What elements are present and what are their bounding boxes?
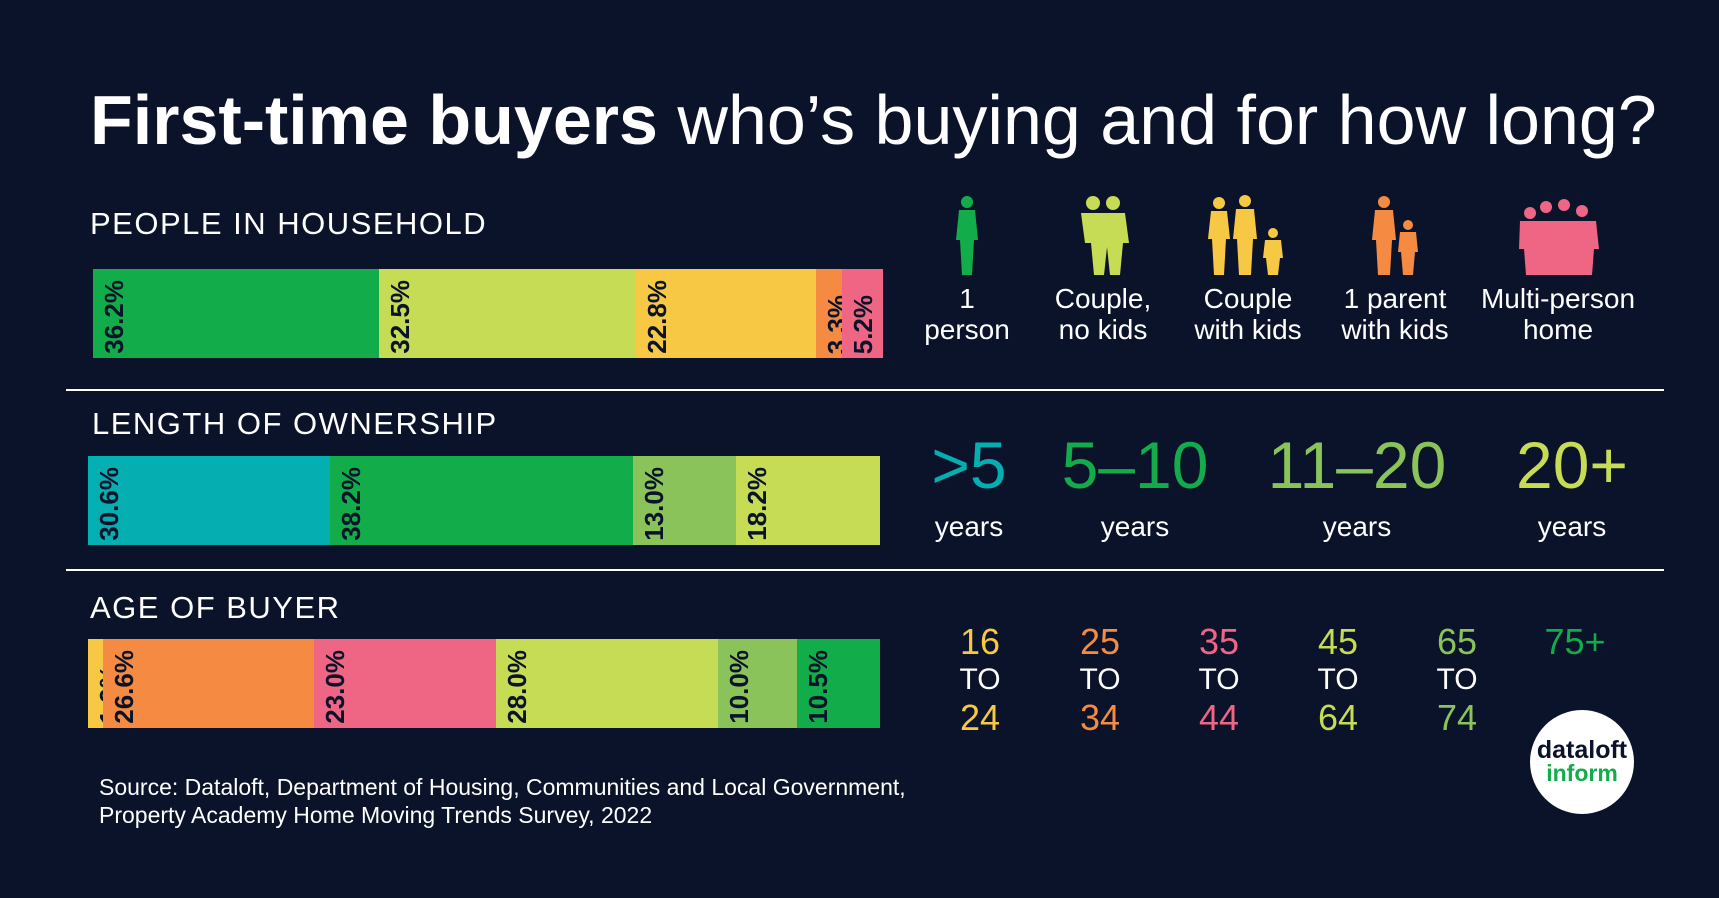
- age-legend-item: 45 TO 64: [1306, 623, 1370, 737]
- source-note: Source: Dataloft, Department of Housing,…: [99, 773, 906, 829]
- age-from: 65: [1436, 621, 1478, 662]
- bar-segment-label: 10.0%: [723, 650, 754, 724]
- bar-segment: 38.2%: [330, 456, 633, 545]
- household-stacked-bar: 36.2% 32.5% 22.8% 3.3% 5.2%: [93, 269, 883, 358]
- ownership-legend-big: >5: [931, 428, 1007, 502]
- couple-icon: [1081, 196, 1129, 275]
- bar-segment-label: 26.6%: [109, 650, 140, 724]
- legend-group-line1: Multi-person: [1480, 283, 1636, 314]
- age-to-word: TO: [1198, 663, 1240, 696]
- bar-segment: 22.8%: [635, 269, 816, 358]
- family-icon: [1208, 195, 1283, 275]
- source-line1: Source: Dataloft, Department of Housing,…: [99, 774, 906, 800]
- household-section-label: PEOPLE IN HOUSEHOLD: [90, 206, 488, 241]
- bar-segment-label: 5.2%: [847, 294, 878, 354]
- ownership-legend-item: 20+ years: [1504, 430, 1640, 544]
- legend-family: Couple with kids: [1186, 195, 1310, 345]
- bar-segment: 10.0%: [717, 639, 797, 728]
- legend-couple: Couple, no kids: [1045, 195, 1161, 345]
- ownership-legend-big: 11–20: [1267, 428, 1447, 502]
- ownership-legend-small: years: [1100, 511, 1170, 542]
- bar-segment-label: 28.0%: [501, 650, 532, 724]
- age-to: 74: [1436, 697, 1478, 738]
- bar-segment: 30.6%: [88, 456, 331, 545]
- ownership-legend-item: 11–20 years: [1262, 430, 1452, 544]
- age-from: 45: [1317, 621, 1359, 662]
- age-to: 34: [1079, 697, 1121, 738]
- logo-line1: dataloft: [1536, 736, 1628, 764]
- legend-group: Multi-person home: [1470, 195, 1646, 345]
- ownership-legend-item: >5 years: [912, 430, 1026, 544]
- legend-family-line1: Couple: [1203, 283, 1293, 314]
- age-from: 25: [1079, 621, 1121, 662]
- age-to-word: TO: [959, 663, 1001, 696]
- bar-segment-label: 13.0%: [638, 467, 669, 541]
- bar-segment: 28.0%: [495, 639, 718, 728]
- bar-segment: 3.3%: [815, 269, 852, 358]
- age-to: 44: [1198, 697, 1240, 738]
- bar-segment-label: 36.2%: [99, 280, 129, 354]
- bar-segment: 18.2%: [735, 456, 880, 545]
- dataloft-logo: dataloft inform: [1530, 710, 1634, 814]
- logo-line2: inform: [1546, 760, 1618, 786]
- legend-couple-line2: no kids: [1058, 314, 1148, 345]
- legend-group-line2: home: [1522, 314, 1594, 345]
- legend-couple-line1: Couple,: [1054, 283, 1152, 314]
- ownership-legend-item: 5–10 years: [1050, 430, 1220, 544]
- bar-segment: 26.6%: [103, 639, 314, 728]
- single-person-icon: [956, 196, 978, 275]
- bar-segment-label: 23.0%: [319, 650, 350, 724]
- age-to-word: TO: [1079, 663, 1121, 696]
- age-legend-item: 35 TO 44: [1187, 623, 1251, 737]
- title-light: who’s buying and for how long?: [657, 81, 1657, 159]
- ownership-legend-small: years: [934, 511, 1004, 542]
- bar-segment: 10.5%: [796, 639, 880, 728]
- group-icon: [1519, 199, 1599, 275]
- age-to: 24: [959, 697, 1001, 738]
- bar-segment-label: 30.6%: [94, 467, 124, 541]
- bar-segment: 13.0%: [632, 456, 736, 545]
- ownership-legend-small: years: [1322, 511, 1392, 542]
- legend-single-parent: 1 parent with kids: [1334, 195, 1456, 345]
- bar-segment: 1.9%: [88, 639, 124, 728]
- age-legend-item: 65 TO 74: [1425, 623, 1489, 737]
- legend-single-person-line2: person: [924, 314, 1010, 345]
- source-line2: Property Academy Home Moving Trends Surv…: [99, 802, 653, 828]
- age-to: 64: [1317, 697, 1359, 738]
- bar-segment: 23.0%: [313, 639, 496, 728]
- age-legend-item: 16 TO 24: [948, 623, 1012, 737]
- age-legend-item: 75+: [1533, 623, 1617, 661]
- legend-single-person: 1 person: [906, 195, 1028, 345]
- bar-segment-label: 22.8%: [641, 280, 672, 354]
- title-bold: First-time buyers: [90, 81, 658, 159]
- age-to-word: TO: [1317, 663, 1359, 696]
- page-title: First-time buyers who’s buying and for h…: [90, 78, 1657, 162]
- bar-segment-label: 18.2%: [741, 467, 772, 541]
- bar-segment-label: 32.5%: [384, 280, 415, 354]
- legend-single-person-line1: 1: [959, 283, 975, 314]
- bar-segment-label: 10.5%: [802, 650, 833, 724]
- legend-single-parent-line2: with kids: [1341, 314, 1449, 345]
- ownership-legend-small: years: [1537, 511, 1607, 542]
- age-from: 35: [1198, 621, 1240, 662]
- ownership-section-label: LENGTH OF OWNERSHIP: [92, 406, 498, 441]
- bar-segment: 5.2%: [841, 269, 883, 358]
- bar-segment: 32.5%: [378, 269, 636, 358]
- bar-segment-label: 38.2%: [336, 467, 367, 541]
- legend-family-line2: with kids: [1194, 314, 1302, 345]
- legend-single-parent-line1: 1 parent: [1343, 283, 1447, 314]
- age-to-word: TO: [1436, 663, 1478, 696]
- age-stacked-bar: 1.9%26.6% 23.0% 28.0% 10.0% 10.5%: [88, 639, 880, 728]
- divider-2: [66, 569, 1664, 571]
- ownership-stacked-bar: 30.6% 38.2% 13.0% 18.2%: [88, 456, 880, 545]
- age-from: 16: [959, 621, 1001, 662]
- ownership-legend-big: 20+: [1516, 428, 1628, 502]
- bar-segment: 36.2%: [93, 269, 379, 358]
- age-from: 75+: [1544, 621, 1606, 662]
- age-section-label: AGE OF BUYER: [90, 590, 341, 625]
- single-parent-icon: [1372, 196, 1418, 275]
- ownership-legend-big: 5–10: [1061, 428, 1209, 502]
- divider-1: [66, 389, 1664, 391]
- age-legend-item: 25 TO 34: [1068, 623, 1132, 737]
